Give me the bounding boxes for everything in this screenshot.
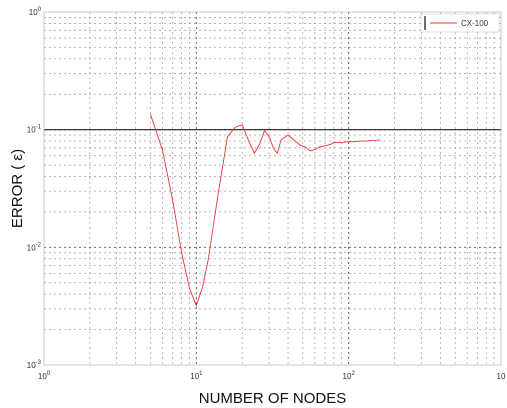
series-line-cx-100 xyxy=(150,114,380,307)
plot-area xyxy=(44,12,501,365)
legend-box xyxy=(420,13,500,33)
y-tick-label: 10-3 xyxy=(27,360,42,370)
legend: CX-100 xyxy=(420,13,500,33)
x-tick-label: 102 xyxy=(343,371,356,381)
plot-frame xyxy=(43,11,502,366)
y-axis-label: ERROR ( ε) xyxy=(9,149,26,228)
y-tick-label: 10-1 xyxy=(27,125,42,135)
y-tick-label: 10-2 xyxy=(27,242,42,252)
x-tick-label: 10 xyxy=(497,372,506,381)
x-axis-label: NUMBER OF NODES xyxy=(199,390,347,407)
tick-labels: 100 101 102 10 100 10-1 10-2 10-3 xyxy=(27,7,506,381)
legend-label: CX-100 xyxy=(461,19,489,28)
x-tick-label: 101 xyxy=(190,371,203,381)
x-tick-label: 100 xyxy=(38,371,51,381)
y-tick-label: 100 xyxy=(29,7,42,17)
series-group xyxy=(150,114,380,307)
